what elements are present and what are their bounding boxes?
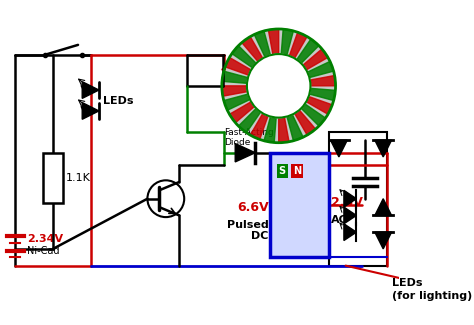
Polygon shape [306, 97, 332, 114]
Polygon shape [225, 58, 251, 75]
Text: 2.5V: 2.5V [331, 196, 363, 209]
Polygon shape [229, 102, 255, 123]
FancyBboxPatch shape [43, 153, 63, 203]
Polygon shape [310, 75, 336, 86]
Polygon shape [344, 224, 356, 240]
Text: Fast-Acting
Diode: Fast-Acting Diode [224, 128, 274, 147]
Polygon shape [375, 232, 392, 249]
FancyBboxPatch shape [270, 153, 329, 257]
Polygon shape [344, 190, 356, 207]
Polygon shape [303, 49, 328, 70]
Text: MAGNET: MAGNET [280, 155, 319, 164]
Text: Pulsed
DC: Pulsed DC [227, 220, 269, 241]
Polygon shape [281, 29, 293, 55]
Text: Ni-Cad: Ni-Cad [27, 246, 60, 255]
Circle shape [222, 29, 336, 143]
Polygon shape [307, 61, 334, 78]
Polygon shape [310, 88, 336, 100]
Polygon shape [264, 117, 276, 143]
Polygon shape [289, 32, 307, 58]
Polygon shape [268, 29, 279, 55]
Text: 1.1K: 1.1K [66, 173, 91, 183]
Polygon shape [330, 140, 347, 157]
Circle shape [247, 54, 310, 118]
Polygon shape [279, 117, 289, 143]
Polygon shape [344, 207, 356, 224]
Polygon shape [297, 39, 319, 63]
Polygon shape [250, 113, 268, 139]
Polygon shape [82, 82, 99, 98]
Polygon shape [254, 31, 271, 57]
Polygon shape [294, 110, 316, 135]
Polygon shape [375, 199, 392, 215]
Text: N: N [293, 166, 301, 176]
Polygon shape [224, 94, 250, 110]
Polygon shape [235, 144, 255, 162]
Text: 6.6V: 6.6V [237, 201, 269, 214]
Polygon shape [301, 104, 326, 126]
Text: AC: AC [331, 215, 348, 226]
Polygon shape [238, 108, 261, 133]
Polygon shape [222, 86, 247, 96]
FancyBboxPatch shape [329, 132, 387, 266]
Polygon shape [242, 37, 263, 62]
Polygon shape [82, 103, 99, 119]
Polygon shape [222, 71, 248, 83]
Polygon shape [232, 46, 256, 68]
Polygon shape [287, 114, 303, 141]
Text: 2.34V: 2.34V [27, 234, 63, 244]
Text: LEDs: LEDs [103, 96, 134, 106]
Text: LEDs
(for lighting): LEDs (for lighting) [392, 278, 472, 301]
Polygon shape [375, 140, 392, 157]
Text: S: S [278, 166, 286, 176]
